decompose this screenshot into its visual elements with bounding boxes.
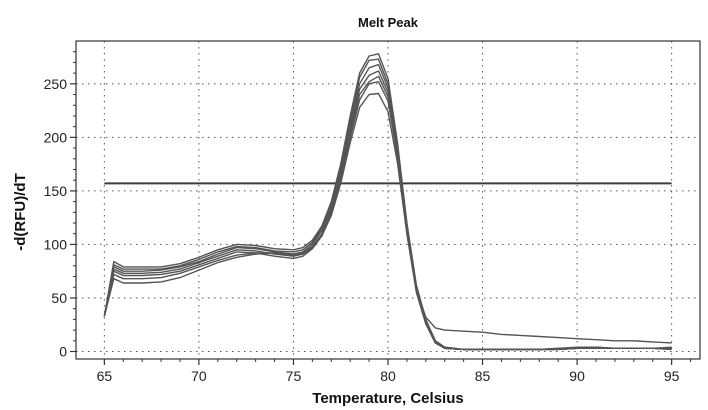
x-tick-label: 95	[664, 368, 680, 384]
x-tick-label: 90	[569, 368, 585, 384]
x-tick-label: 75	[286, 368, 302, 384]
x-axis-title: Temperature, Celsius	[312, 390, 463, 407]
y-tick-label: 50	[51, 290, 67, 306]
y-tick-label: 100	[44, 236, 68, 252]
x-tick-label: 65	[97, 368, 113, 384]
y-axis-title: -d(RFU)/dT	[12, 173, 29, 250]
tick-layer: 65 70 75 80 85 90 95 0 50 100 150 200 250	[44, 51, 692, 384]
y-tick-label: 150	[44, 183, 68, 199]
series-line-7	[103, 92, 672, 344]
series-line-5	[103, 75, 672, 351]
y-tick-label: 0	[59, 344, 67, 360]
series-line-6	[103, 80, 672, 351]
x-tick-label: 85	[475, 368, 491, 384]
x-tick-label: 80	[380, 368, 396, 384]
x-tick-label: 70	[191, 368, 207, 384]
series-layer	[103, 53, 672, 351]
y-tick-label: 200	[44, 129, 68, 145]
y-tick-label: 250	[44, 76, 68, 92]
chart-title: Melt Peak	[358, 15, 419, 30]
